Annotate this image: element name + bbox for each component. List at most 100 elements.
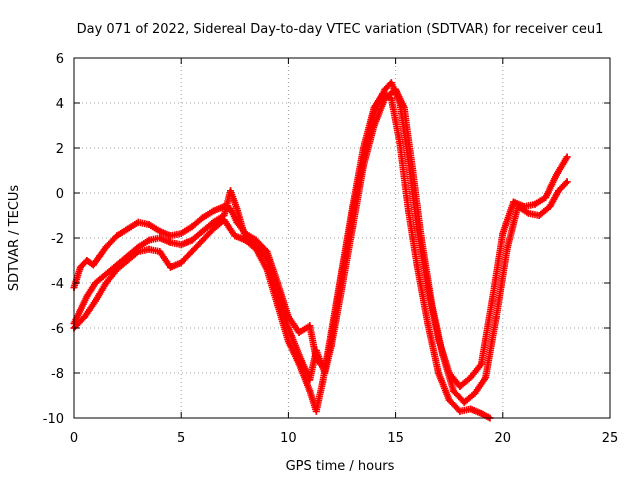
x-tick-label: 20 [495, 431, 512, 446]
x-tick-label: 10 [280, 431, 297, 446]
data-point [102, 279, 110, 287]
data-point [312, 347, 320, 354]
data-point [188, 248, 196, 255]
x-tick-label: 25 [602, 431, 619, 446]
series-track-2 [70, 86, 571, 406]
x-tick-label: 15 [387, 431, 404, 446]
data-point [81, 313, 89, 321]
data-point [145, 221, 153, 228]
data-point [124, 257, 132, 264]
data-point [156, 227, 164, 235]
data-point [76, 306, 84, 314]
data-point [83, 293, 91, 300]
data-point [263, 266, 271, 273]
data-point [227, 187, 234, 195]
data-point [510, 198, 517, 206]
data-point [145, 245, 153, 253]
y-tick-label: -6 [51, 322, 64, 337]
data-point [555, 187, 562, 195]
data-point [113, 266, 121, 273]
data-point [417, 234, 425, 242]
data-point [188, 236, 196, 244]
data-point [499, 230, 507, 237]
data-point [409, 167, 417, 174]
data-point [563, 153, 571, 161]
data-point [349, 203, 357, 210]
data-point [531, 200, 539, 208]
y-tick-label: 2 [56, 142, 64, 157]
data-point [312, 407, 320, 415]
data-point [199, 214, 207, 222]
data-point [435, 369, 442, 377]
series-track-1 [70, 79, 571, 390]
y-tick-label: -8 [51, 367, 64, 382]
data-point [145, 236, 153, 244]
series-markers [70, 90, 494, 422]
data-point [477, 410, 485, 417]
data-point [177, 230, 185, 237]
data-point [467, 374, 475, 381]
data-point [471, 389, 479, 397]
data-series [70, 79, 571, 422]
data-point [177, 241, 185, 249]
data-point [89, 261, 97, 269]
data-point [456, 407, 464, 415]
chart-title: Day 071 of 2022, Sidereal Day-to-day VTE… [77, 22, 604, 37]
data-point [525, 209, 532, 217]
data-point [387, 79, 395, 87]
data-point [199, 227, 207, 235]
data-point [252, 245, 260, 253]
data-point [563, 178, 571, 186]
data-point [134, 218, 142, 226]
series-track-3 [70, 90, 494, 422]
data-point [439, 351, 447, 359]
data-point [396, 140, 404, 147]
data-point [400, 104, 408, 111]
data-point [252, 236, 260, 244]
data-point [156, 248, 164, 255]
data-point [552, 171, 560, 179]
data-point [167, 232, 174, 240]
data-point [83, 257, 91, 264]
data-point [102, 243, 110, 251]
y-tick-label: 4 [56, 97, 64, 112]
data-point [546, 203, 554, 210]
data-point [514, 203, 522, 210]
data-point [338, 266, 346, 273]
data-point [424, 320, 432, 327]
data-point [327, 329, 335, 336]
data-point [209, 207, 217, 215]
series-markers [70, 86, 571, 406]
data-point [134, 248, 142, 255]
data-point [392, 86, 400, 93]
data-point [263, 254, 271, 262]
data-point [306, 387, 314, 395]
data-point [188, 223, 196, 231]
data-point [274, 302, 282, 309]
data-point [488, 297, 496, 305]
data-point [450, 387, 457, 395]
data-point [231, 232, 239, 240]
y-tick-label: 0 [56, 187, 64, 202]
data-point [467, 405, 475, 413]
data-point [535, 212, 543, 219]
data-point [456, 383, 464, 390]
data-point [91, 279, 99, 287]
data-point [482, 374, 490, 381]
data-point [76, 263, 84, 271]
x-tick-label: 5 [177, 431, 185, 446]
y-axis-label: SDTVAR / TECUs [7, 185, 22, 292]
data-point [220, 216, 228, 224]
axis-ticks: 0 5 10 15 20 25 -10 -8 -6 -4 -2 0 2 4 6 [43, 52, 619, 446]
data-point [460, 398, 468, 406]
data-point [379, 90, 387, 98]
data-point [405, 207, 412, 215]
y-tick-label: 6 [56, 52, 64, 67]
data-point [295, 360, 303, 368]
data-point [242, 236, 249, 244]
data-point [542, 194, 550, 201]
data-point [413, 261, 421, 269]
data-point [102, 270, 110, 278]
data-point [370, 104, 378, 111]
